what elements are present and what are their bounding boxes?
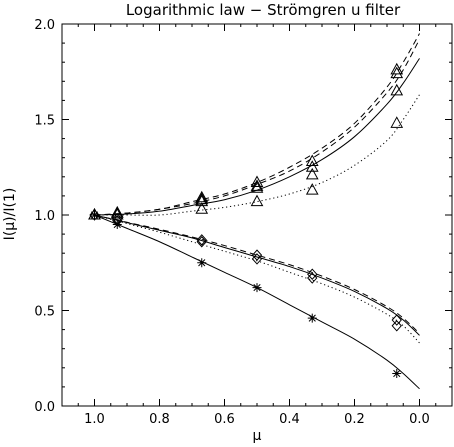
triangle-marker — [305, 167, 319, 180]
curve-lower-diamond-dotted — [94, 214, 420, 344]
curve-upper-solid — [94, 58, 420, 216]
star-marker — [392, 369, 402, 379]
triangle-marker — [305, 183, 319, 195]
triangle-marker — [250, 179, 264, 191]
triangle-marker — [390, 62, 404, 75]
triangle-marker — [250, 175, 264, 188]
triangle-marker — [250, 181, 264, 193]
triangle-marker — [110, 207, 124, 220]
curve-lower-star-solid — [94, 214, 420, 390]
x-tick-label: 0.8 — [149, 412, 170, 427]
x-tick-label: 0.4 — [279, 412, 300, 427]
diamond-marker — [251, 249, 263, 261]
y-tick-label: 0.0 — [34, 400, 55, 415]
diamond-marker — [196, 234, 207, 246]
diamond-marker — [89, 209, 100, 221]
diamond-marker — [307, 268, 318, 280]
triangle-marker — [390, 83, 404, 96]
star-marker — [307, 313, 317, 323]
model-curves — [94, 33, 420, 390]
triangle-marker — [195, 194, 209, 207]
x-tick-label: 0.0 — [409, 412, 430, 427]
diamond-marker — [251, 253, 263, 265]
triangle-marker — [195, 202, 209, 214]
y-tick-label: 1.5 — [34, 114, 55, 129]
triangle-marker — [390, 66, 404, 79]
triangle-marker — [195, 190, 209, 203]
curve-lower-diamond-dashed — [94, 214, 420, 334]
curve-upper-dashed — [94, 39, 420, 216]
x-tick-label: 1.0 — [84, 412, 105, 427]
data-markers — [88, 62, 404, 379]
diamond-marker — [391, 320, 402, 332]
curve-upper-dashed — [94, 33, 420, 216]
diamond-marker — [391, 314, 402, 326]
diamond-marker — [307, 272, 318, 284]
star-marker — [90, 210, 99, 220]
triangle-marker — [250, 194, 264, 207]
triangle-marker — [305, 160, 319, 172]
chart-title: Logarithmic law − Strömgren u filter — [126, 1, 401, 19]
triangle-marker — [195, 192, 209, 205]
diamond-marker — [196, 235, 207, 248]
triangle-marker — [390, 116, 404, 128]
y-axis-ticks: 0.0 0.5 1.0 1.5 2.0 — [34, 18, 452, 415]
x-axis-label: μ — [253, 428, 262, 444]
triangle-marker — [110, 206, 124, 218]
x-axis-ticks: 1.0 0.8 0.6 0.4 0.2 0.0 — [61, 24, 453, 427]
x-tick-label: 0.2 — [344, 412, 365, 427]
y-tick-label: 1.0 — [34, 209, 55, 224]
curve-lower-diamond-solid — [94, 214, 420, 336]
triangle-marker — [305, 154, 319, 167]
star-marker — [197, 258, 207, 268]
y-tick-label: 2.0 — [34, 18, 55, 33]
y-tick-label: 0.5 — [34, 305, 55, 320]
curve-upper-dotted — [94, 94, 420, 216]
star-marker — [252, 283, 262, 293]
star-marker — [112, 220, 122, 230]
y-axis-label: I(μ)/I(1) — [2, 188, 18, 241]
x-tick-label: 0.6 — [214, 412, 235, 427]
